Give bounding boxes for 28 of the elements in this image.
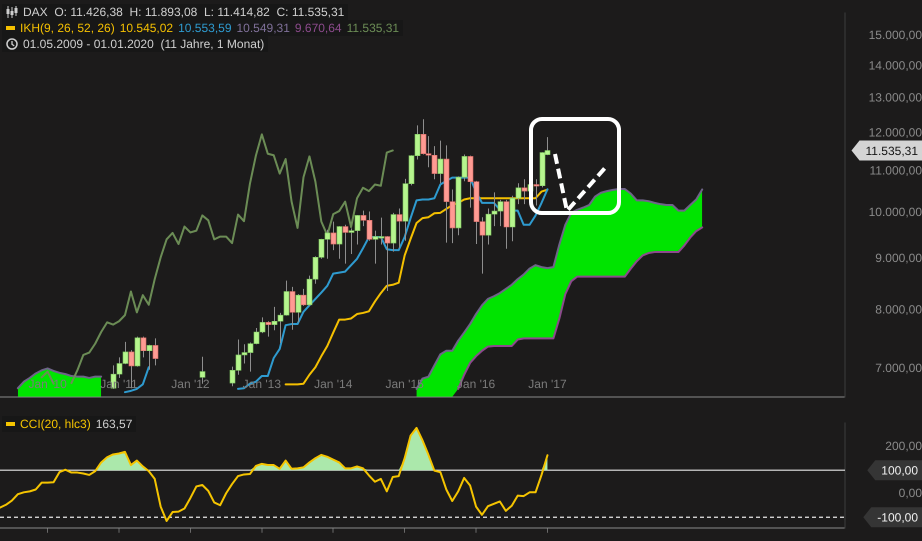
y-tick-label: 7.000,00: [875, 360, 922, 375]
x-tick-label: Jan '17: [528, 377, 567, 392]
y-tick-label: 8.000,00: [875, 302, 922, 317]
chart-title: CCI(20, hlc3): [20, 417, 91, 431]
y-tick-label: 200,00: [885, 439, 922, 454]
annotation: 9.670,64: [294, 21, 342, 35]
text: 11.535,31: [866, 144, 918, 158]
x-tick-label: Jan '14: [314, 377, 353, 392]
x-tick-label: Jan '12: [171, 377, 210, 392]
annotation: 10.553,59: [178, 21, 232, 35]
y-tick-label: 9.000,00: [875, 251, 922, 266]
y-tick-label: 11.000,00: [870, 164, 922, 178]
ref-line-label: 100,00: [881, 464, 918, 478]
y-tick-label: 14.000,00: [868, 58, 922, 72]
x-tick-label: Jan '10: [28, 377, 68, 392]
y-tick-label: 13.000,00: [868, 90, 922, 105]
text: 01.05.2009 - 01.01.2020 (11 Jahre, 1 Monat): [23, 37, 264, 51]
annotation: 10.549,31: [236, 21, 290, 35]
annotation: 11.535,31: [346, 21, 400, 35]
ref-line-label: -100,00: [877, 510, 918, 525]
y-tick-label: 10.000,00: [868, 205, 922, 220]
y-tick-label: 12.000,00: [868, 126, 922, 140]
y-tick-label: 15.000,00: [868, 28, 922, 42]
chart-title: DAX O: 11.426,38 H: 11.893,08 L: 11.414,82 C: 11.535,31: [23, 5, 344, 19]
y-tick-label: 0,00: [898, 486, 922, 500]
annotation: IKH(9, 26, 52, 26): [20, 21, 115, 35]
annotation: 163,57: [96, 417, 132, 431]
annotation: 10.545,02: [120, 21, 174, 35]
